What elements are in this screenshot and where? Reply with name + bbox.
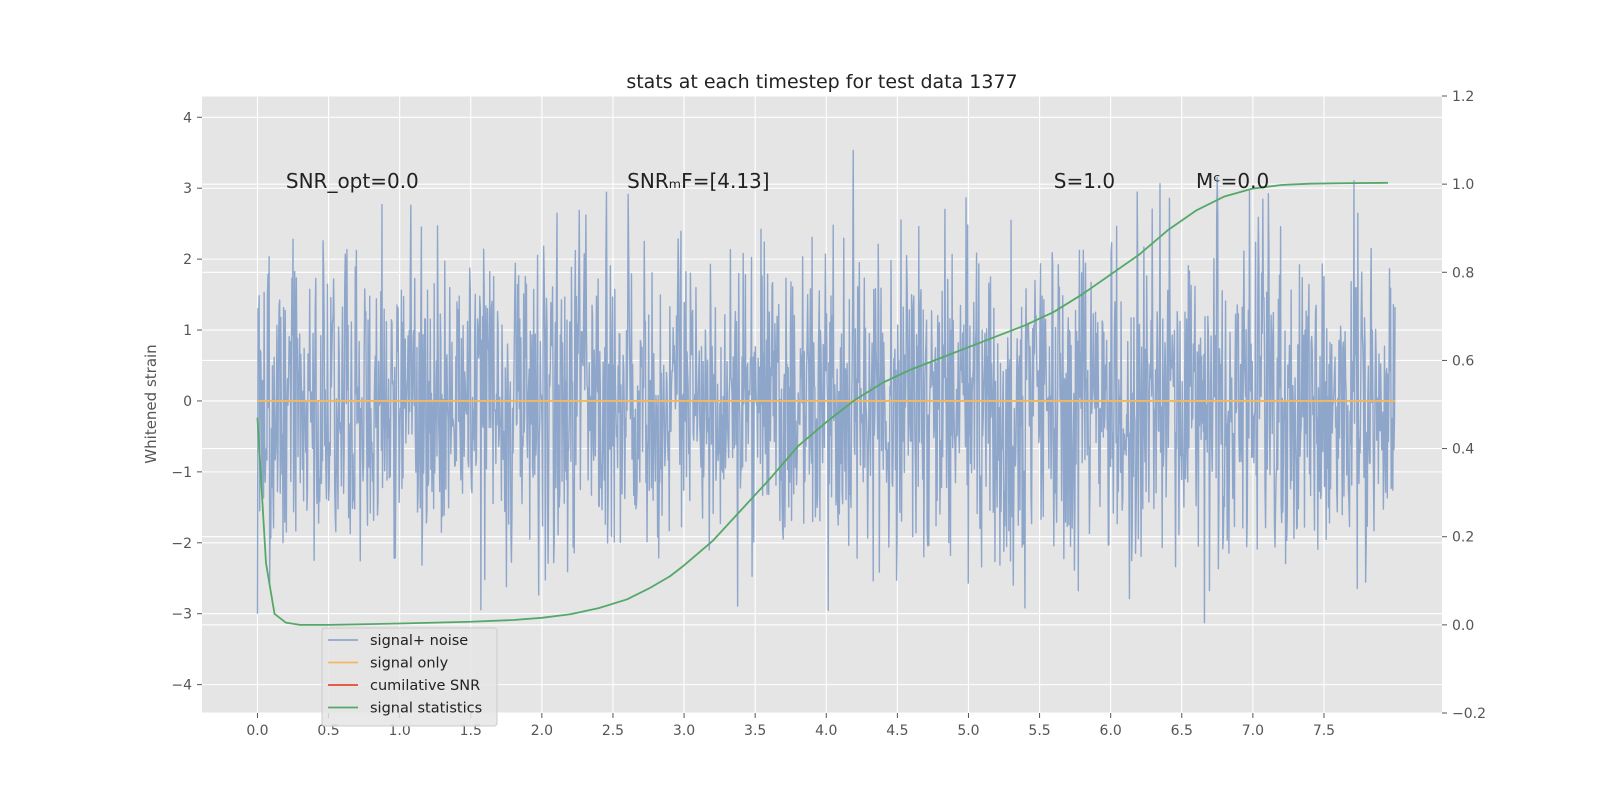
x-tick-label: 4.5 bbox=[886, 723, 908, 739]
legend-label: cumilative SNR bbox=[370, 678, 480, 694]
x-tick-label: 1.0 bbox=[389, 723, 411, 739]
x-tick-label: 0.0 bbox=[246, 723, 268, 739]
x-tick-label: 5.0 bbox=[957, 723, 979, 739]
y2-tick-label: 0.6 bbox=[1452, 353, 1474, 369]
y2-tick-label: 0.2 bbox=[1452, 530, 1474, 546]
series-line-3 bbox=[256, 181, 1388, 626]
series-line-0 bbox=[256, 149, 1396, 624]
annotation-text: Mᶜ=0.0 bbox=[1196, 169, 1269, 193]
legend-box bbox=[321, 627, 498, 727]
annotations: SNR_opt=0.0 SNRₘF=[4.13] S=1.0 Mᶜ=0.0 bbox=[286, 169, 1269, 193]
y-tick-label: 4 bbox=[183, 110, 192, 126]
y2-tick-label: 0.4 bbox=[1452, 442, 1474, 458]
y-axis-title: Whitened strain bbox=[142, 344, 160, 463]
legend: signal+ noise signal only cumilative SNR si… bbox=[321, 627, 498, 727]
y-tick-label: −3 bbox=[171, 607, 192, 623]
x-tick-label: 2.5 bbox=[602, 723, 624, 739]
x-tick-label: 5.5 bbox=[1028, 723, 1050, 739]
x-tick-label: 1.5 bbox=[460, 723, 482, 739]
y-tick-label: 3 bbox=[183, 181, 192, 197]
y-tick-label: 0 bbox=[183, 394, 192, 410]
x-tick-label: 0.5 bbox=[317, 723, 339, 739]
y-tick-label: −2 bbox=[171, 536, 192, 552]
annotation-text: SNR_opt=0.0 bbox=[286, 169, 419, 193]
x-tick-label: 3.0 bbox=[673, 723, 695, 739]
y-tick-label: 1 bbox=[183, 323, 192, 339]
y-tick-label: −1 bbox=[171, 465, 192, 481]
annotation-text: S=1.0 bbox=[1054, 169, 1115, 193]
y2-tick-label: 0.8 bbox=[1452, 265, 1474, 281]
x-tick-label: 2.0 bbox=[531, 723, 553, 739]
y2-tick-label: 1.0 bbox=[1452, 177, 1474, 193]
x-tick-label: 6.5 bbox=[1171, 723, 1193, 739]
legend-label: signal statistics bbox=[370, 701, 482, 717]
y-tick-label: 2 bbox=[183, 252, 192, 268]
x-tick-label: 7.0 bbox=[1242, 723, 1264, 739]
annotation-text: SNRₘF=[4.13] bbox=[627, 169, 769, 193]
y2-tick-label: 1.2 bbox=[1452, 89, 1474, 105]
data-layer bbox=[256, 149, 1396, 626]
x-tick-label: 4.0 bbox=[815, 723, 837, 739]
axes: 0.0 0.5 1.0 1.5 2.0 2.5 3.0 3.5 4.0 4.5 5.0 5.5 6.0 6… bbox=[171, 89, 1486, 739]
x-tick-label: 6.0 bbox=[1100, 723, 1122, 739]
y-tick-label: −4 bbox=[171, 678, 192, 694]
legend-label: signal+ noise bbox=[370, 633, 468, 649]
y2-tick-label: −0.2 bbox=[1452, 706, 1486, 722]
chart-title: stats at each timestep for test data 137… bbox=[626, 71, 1017, 93]
x-tick-label: 3.5 bbox=[744, 723, 766, 739]
legend-label: signal only bbox=[370, 656, 449, 672]
y2-tick-label: 0.0 bbox=[1452, 618, 1474, 634]
x-tick-label: 7.5 bbox=[1313, 723, 1335, 739]
